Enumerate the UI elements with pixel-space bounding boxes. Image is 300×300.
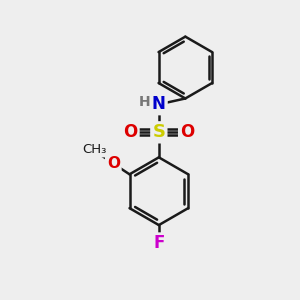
Text: O: O [180,123,194,141]
Text: O: O [107,156,120,171]
Text: S: S [152,123,165,141]
Text: N: N [152,95,166,113]
Text: CH₃: CH₃ [82,143,107,156]
Text: O: O [123,123,138,141]
Text: F: F [153,234,164,252]
Text: H: H [138,95,150,109]
